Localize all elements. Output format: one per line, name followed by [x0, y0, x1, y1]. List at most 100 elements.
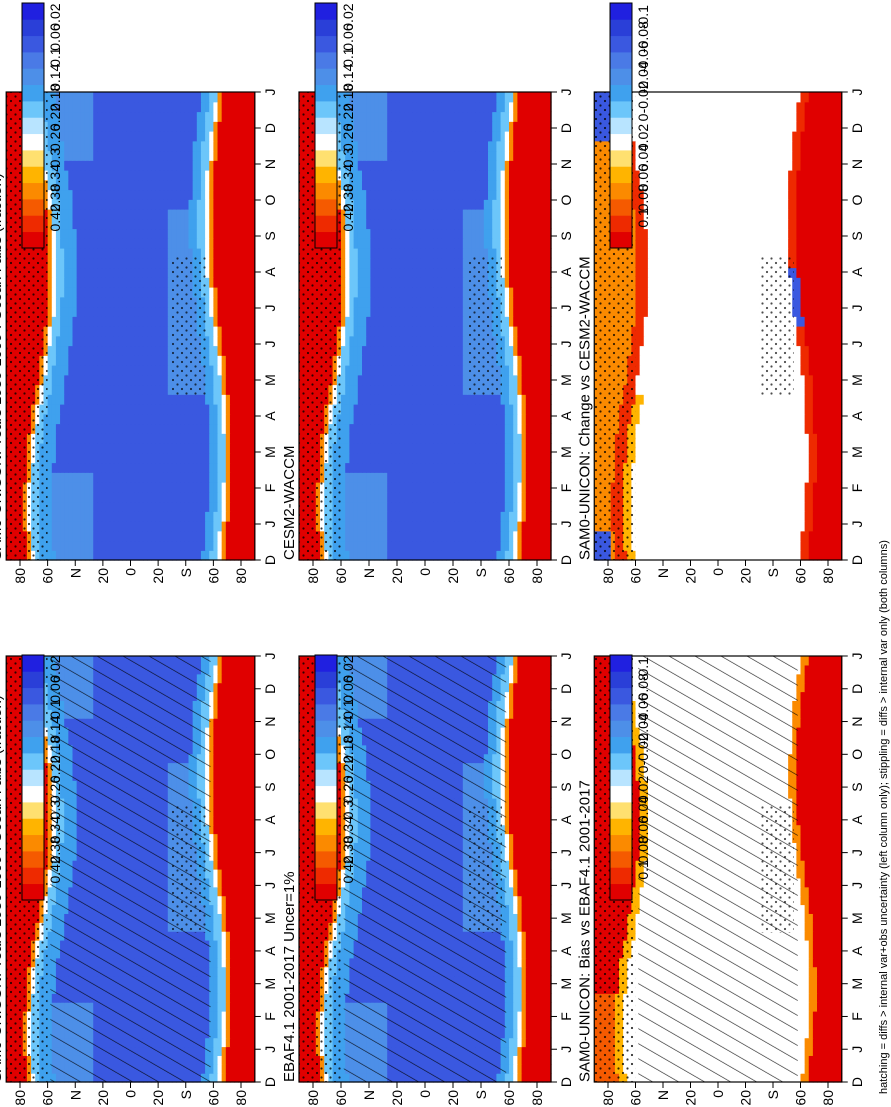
heatmap-cell — [234, 886, 239, 897]
heatmap-cell — [534, 975, 539, 985]
heatmap-cell — [47, 735, 53, 746]
colorbar-swatch — [22, 785, 44, 803]
heatmap-cell — [513, 860, 518, 870]
heatmap-cell — [229, 993, 235, 1003]
heatmap-cell — [213, 1046, 219, 1056]
heatmap-cell — [517, 931, 523, 941]
heatmap-cell — [229, 727, 235, 737]
heatmap-cell — [250, 753, 256, 764]
heatmap-cell — [47, 975, 53, 985]
heatmap-cell — [234, 851, 239, 861]
heatmap-cell — [213, 815, 219, 826]
heatmap-cell — [517, 1073, 523, 1083]
heatmap-cell — [229, 931, 235, 941]
heatmap-cell — [242, 771, 248, 781]
heatmap-cell — [225, 735, 231, 746]
heatmap-cell — [242, 709, 248, 719]
heatmap-cell — [229, 913, 235, 923]
heatmap-cell — [246, 735, 252, 746]
heatmap-cell — [209, 709, 214, 719]
heatmap-cell — [521, 815, 527, 826]
colorbar-swatch — [22, 834, 44, 852]
colorbar-swatch — [22, 720, 44, 738]
heatmap-cell — [513, 1046, 518, 1056]
heatmap-cell — [229, 940, 235, 950]
heatmap-cell — [47, 1073, 53, 1083]
heatmap-cell — [246, 815, 252, 826]
heatmap-cell — [217, 877, 223, 888]
heatmap-cell — [246, 744, 252, 755]
heatmap-cell — [246, 771, 252, 781]
heatmap-cell — [509, 780, 514, 790]
heatmap-cell — [209, 727, 214, 737]
heatmap-cell — [229, 656, 235, 666]
heatmap-cell — [250, 824, 256, 835]
heatmap-cell — [213, 966, 219, 977]
heatmap-cell — [513, 1055, 518, 1065]
heatmap-cell — [521, 966, 527, 977]
heatmap-cell — [217, 727, 223, 737]
heatmap-cell — [229, 709, 235, 719]
heatmap-cell — [513, 869, 518, 879]
heatmap-cell — [509, 975, 514, 985]
heatmap-cell — [517, 869, 523, 879]
heatmap-cell — [225, 957, 231, 968]
heatmap-cell — [513, 975, 518, 985]
heatmap-cell — [221, 877, 227, 888]
heatmap-cell — [246, 957, 252, 968]
heatmap-cell — [250, 1055, 256, 1065]
heatmap-cell — [221, 664, 227, 675]
heatmap-cell — [246, 824, 252, 835]
heatmap-cell — [213, 673, 219, 684]
heatmap-cell — [242, 993, 248, 1003]
heatmap-cell — [234, 895, 239, 906]
heatmap-cell — [213, 957, 219, 968]
heatmap-cell — [513, 931, 518, 941]
heatmap-cell — [246, 833, 252, 843]
heatmap-cell — [525, 1055, 531, 1065]
heatmap-cell — [509, 913, 514, 923]
heatmap-cell — [517, 886, 523, 897]
heatmap-cell — [238, 993, 243, 1003]
heatmap-cell — [246, 984, 252, 994]
heatmap-cell — [213, 1073, 219, 1083]
heatmap-cell — [209, 1046, 214, 1056]
heatmap-cell — [246, 753, 252, 764]
heatmap-cell — [250, 869, 256, 879]
heatmap-cell — [238, 664, 243, 675]
heatmap-cell — [521, 993, 527, 1003]
heatmap-cell — [47, 842, 53, 852]
heatmap-cell — [250, 975, 256, 985]
heatmap-cell — [209, 940, 214, 950]
heatmap-cell — [229, 1011, 235, 1021]
heatmap-cell — [229, 904, 235, 914]
heatmap-cell — [217, 886, 223, 897]
heatmap-cell — [209, 1073, 214, 1083]
heatmap-cell — [242, 833, 248, 843]
heatmap-cell — [209, 904, 214, 914]
heatmap-cell — [47, 833, 53, 843]
heatmap-cell — [250, 682, 256, 693]
heatmap-cell — [221, 1011, 227, 1021]
heatmap-cell — [238, 727, 243, 737]
heatmap-cell — [542, 851, 548, 861]
heatmap-cell — [525, 931, 531, 941]
heatmap-cell — [213, 1019, 219, 1030]
heatmap-cell — [225, 966, 231, 977]
heatmap-cell — [530, 824, 535, 835]
heatmap-cell — [229, 824, 235, 835]
heatmap-cell — [250, 1046, 256, 1056]
heatmap-cell — [509, 957, 514, 968]
heatmap-cell — [525, 993, 531, 1003]
x-tick-label: S — [262, 782, 278, 791]
heatmap-cell — [513, 780, 518, 790]
panel-1: 80 60 N 20 0 20 S 60 80DJFMAMJJASONDJSAM0-UNICON… — [0, 653, 278, 1106]
heatmap-cell — [217, 709, 223, 719]
heatmap-cell — [238, 691, 243, 701]
heatmap-cell — [213, 1011, 219, 1021]
heatmap-cell — [250, 1064, 256, 1074]
heatmap-cell — [225, 1055, 231, 1065]
heatmap-cell — [221, 984, 227, 994]
heatmap-cell — [542, 1046, 548, 1056]
heatmap-cell — [217, 1019, 223, 1030]
